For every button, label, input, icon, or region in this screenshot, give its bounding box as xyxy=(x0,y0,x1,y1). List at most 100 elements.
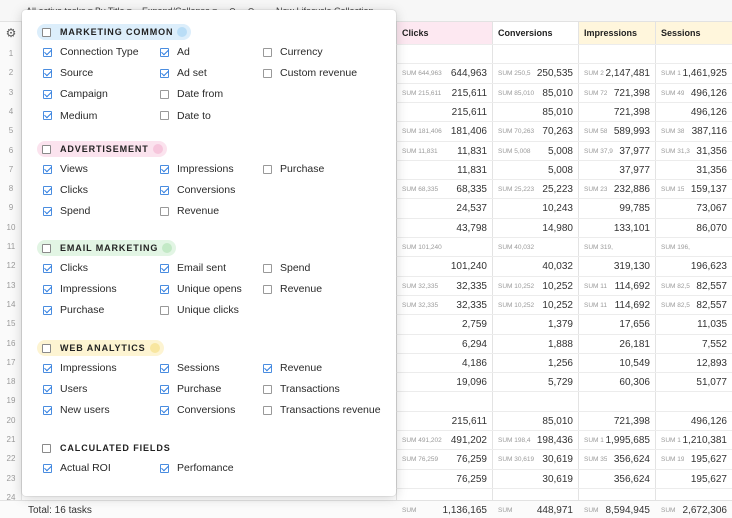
cell-value[interactable]: 10,243 xyxy=(542,203,573,215)
cell-value[interactable]: 11,035 xyxy=(697,319,727,331)
option-checkbox[interactable] xyxy=(43,206,52,216)
option-conversions[interactable]: Conversions xyxy=(160,184,235,196)
option-currency[interactable]: Currency xyxy=(263,46,323,58)
cell-value[interactable]: 25,223 xyxy=(542,184,573,196)
cell-value[interactable]: 644,963 xyxy=(450,68,487,80)
option-checkbox[interactable] xyxy=(160,363,169,373)
group-header-calculated-fields[interactable]: CALCULATED FIELDS xyxy=(37,440,189,456)
cell-value[interactable]: 133,101 xyxy=(613,222,650,234)
cell-value[interactable]: 491,202 xyxy=(450,435,487,446)
option-conversions[interactable]: Conversions xyxy=(160,404,235,416)
cell-value[interactable]: 1,888 xyxy=(547,338,573,350)
cell-value[interactable]: 10,252 xyxy=(542,299,573,311)
cell-value[interactable]: 2,759 xyxy=(461,319,487,331)
option-checkbox[interactable] xyxy=(160,305,169,315)
cell-value[interactable]: 73,067 xyxy=(696,203,727,215)
cell-value[interactable]: 14,980 xyxy=(542,222,573,234)
cell-value[interactable]: 26,181 xyxy=(619,338,650,350)
cell-value[interactable]: 496,126 xyxy=(690,106,727,118)
option-checkbox[interactable] xyxy=(160,405,169,415)
cell-value[interactable]: 37,977 xyxy=(619,145,650,157)
option-checkbox[interactable] xyxy=(160,263,169,273)
cell-value[interactable]: 215,611 xyxy=(451,415,487,427)
group-select-all-checkbox[interactable] xyxy=(42,27,51,37)
cell-value[interactable]: 85,010 xyxy=(542,106,573,118)
option-impressions[interactable]: Impressions xyxy=(43,283,117,295)
group-header-email-marketing[interactable]: EMAIL MARKETING xyxy=(37,240,177,256)
cell-value[interactable]: 32,335 xyxy=(456,280,487,292)
option-email-sent[interactable]: Email sent xyxy=(160,262,226,274)
group-header-advertisement[interactable]: ADVERTISEMENT xyxy=(37,141,167,157)
group-select-all-checkbox[interactable] xyxy=(42,443,51,453)
column-header-impressions[interactable]: Impressions xyxy=(578,22,655,44)
option-transactions[interactable]: Transactions xyxy=(263,383,340,395)
cell-value[interactable]: 2,147,481 xyxy=(605,68,651,80)
option-checkbox[interactable] xyxy=(160,284,169,294)
option-new-users[interactable]: New users xyxy=(43,404,110,416)
option-date-to[interactable]: Date to xyxy=(160,110,211,122)
option-clicks[interactable]: Clicks xyxy=(43,262,88,274)
option-custom-revenue[interactable]: Custom revenue xyxy=(263,67,357,79)
cell-value[interactable]: 232,886 xyxy=(613,184,650,196)
cell-value[interactable]: 1,461,925 xyxy=(682,68,728,80)
option-perfomance[interactable]: Perfomance xyxy=(160,462,234,474)
option-source[interactable]: Source xyxy=(43,67,93,79)
cell-value[interactable]: 12,893 xyxy=(696,357,727,369)
cell-value[interactable]: 68,335 xyxy=(456,184,487,196)
cell-value[interactable]: 85,010 xyxy=(542,87,573,99)
cell-value[interactable]: 721,398 xyxy=(613,415,650,427)
cell-value[interactable]: 37,977 xyxy=(619,164,650,176)
option-unique-clicks[interactable]: Unique clicks xyxy=(160,304,239,316)
cell-value[interactable]: 70,263 xyxy=(542,126,573,138)
option-purchase[interactable]: Purchase xyxy=(263,163,324,175)
option-spend[interactable]: Spend xyxy=(43,205,90,217)
cell-value[interactable]: 30,619 xyxy=(542,454,573,466)
option-ad[interactable]: Ad xyxy=(160,46,190,58)
option-checkbox[interactable] xyxy=(43,164,52,174)
option-revenue[interactable]: Revenue xyxy=(263,362,322,374)
option-checkbox[interactable] xyxy=(43,363,52,373)
option-checkbox[interactable] xyxy=(263,363,272,373)
cell-value[interactable]: 4,186 xyxy=(461,357,487,369)
column-header-clicks[interactable]: Clicks xyxy=(396,22,492,44)
group-select-all-checkbox[interactable] xyxy=(42,144,51,154)
option-views[interactable]: Views xyxy=(43,163,88,175)
option-checkbox[interactable] xyxy=(263,68,272,78)
cell-value[interactable]: 1,379 xyxy=(547,319,573,331)
option-checkbox[interactable] xyxy=(43,263,52,273)
cell-value[interactable]: 1,210,381 xyxy=(682,435,728,446)
option-checkbox[interactable] xyxy=(160,47,169,57)
cell-value[interactable]: 356,624 xyxy=(613,473,650,485)
cell-value[interactable]: 43,798 xyxy=(456,222,487,234)
option-checkbox[interactable] xyxy=(43,68,52,78)
option-transactions-revenue[interactable]: Transactions revenue xyxy=(263,404,381,416)
option-campaign[interactable]: Campaign xyxy=(43,88,108,100)
cell-value[interactable]: 82,557 xyxy=(696,280,727,292)
cell-value[interactable]: 31,356 xyxy=(696,145,727,157)
cell-value[interactable]: 5,008 xyxy=(547,145,573,157)
cell-value[interactable]: 11,831 xyxy=(457,145,487,157)
option-impressions[interactable]: Impressions xyxy=(160,163,234,175)
option-connection-type[interactable]: Connection Type xyxy=(43,46,139,58)
cell-value[interactable]: 101,240 xyxy=(450,261,487,273)
cell-value[interactable]: 721,398 xyxy=(613,87,650,99)
option-actual-roi[interactable]: Actual ROI xyxy=(43,462,111,474)
cell-value[interactable]: 159,137 xyxy=(690,184,727,196)
option-unique-opens[interactable]: Unique opens xyxy=(160,283,242,295)
cell-value[interactable]: 195,627 xyxy=(690,473,727,485)
cell-value[interactable]: 10,252 xyxy=(542,280,573,292)
option-spend[interactable]: Spend xyxy=(263,262,310,274)
option-checkbox[interactable] xyxy=(43,405,52,415)
cell-value[interactable]: 195,627 xyxy=(690,454,727,466)
cell-value[interactable]: 496,126 xyxy=(690,87,727,99)
cell-value[interactable]: 85,010 xyxy=(542,415,573,427)
option-checkbox[interactable] xyxy=(263,47,272,57)
option-checkbox[interactable] xyxy=(43,305,52,315)
option-checkbox[interactable] xyxy=(160,68,169,78)
cell-value[interactable]: 114,692 xyxy=(614,299,650,311)
option-purchase[interactable]: Purchase xyxy=(43,304,104,316)
option-checkbox[interactable] xyxy=(263,405,272,415)
column-header-conversions[interactable]: Conversions xyxy=(492,22,578,44)
cell-value[interactable]: 215,611 xyxy=(451,106,487,118)
cell-value[interactable]: 10,549 xyxy=(619,357,650,369)
